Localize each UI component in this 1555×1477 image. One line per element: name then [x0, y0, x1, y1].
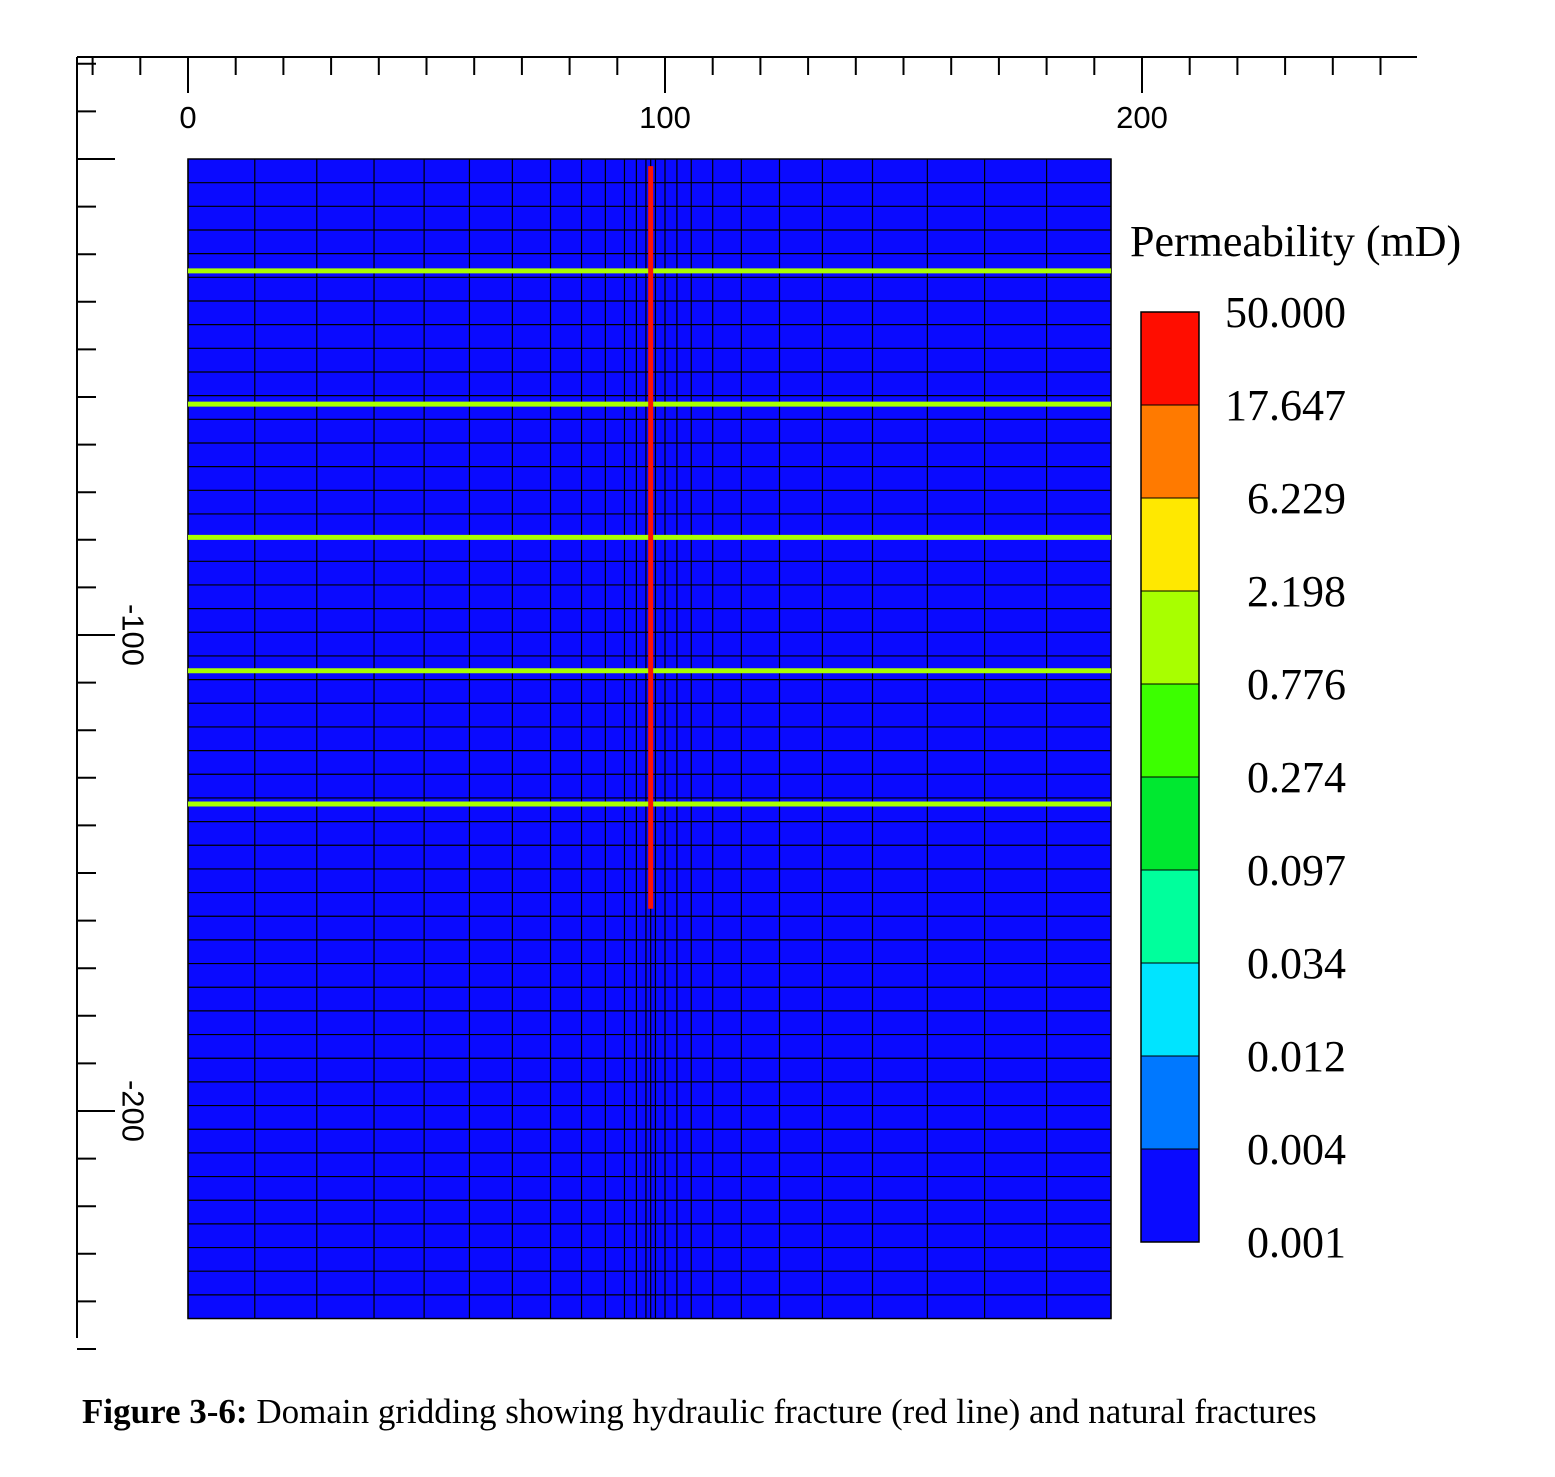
- legend-value-label: 17.647: [1225, 381, 1346, 430]
- caption-label: Figure 3-6:: [82, 1392, 248, 1431]
- permeability-grid-figure: 0 100 200 -100 -200 Permeability (mD) 50.000…: [76, 56, 1461, 1350]
- y-tick-label: -200: [116, 1080, 151, 1142]
- legend-swatch: [1140, 1055, 1200, 1150]
- legend-value-label: 0.034: [1247, 939, 1346, 988]
- legend-swatch: [1140, 869, 1200, 964]
- axes: 0 100 200 -100 -200: [76, 56, 1417, 1350]
- legend-swatch: [1140, 962, 1200, 1057]
- legend-value-label: 0.097: [1247, 846, 1346, 895]
- legend-swatch: [1140, 1148, 1200, 1243]
- y-tick-label: -100: [116, 604, 151, 666]
- legend-value-label: 0.274: [1247, 753, 1346, 802]
- legend-value-label: 2.198: [1247, 567, 1346, 616]
- legend-value-label: 0.004: [1247, 1125, 1346, 1174]
- x-tick-label: 200: [1116, 100, 1168, 135]
- legend-value-label: 50.000: [1225, 288, 1346, 337]
- legend-value-label: 0.776: [1247, 660, 1346, 709]
- legend-colorbar: [1140, 311, 1200, 1243]
- legend-title: Permeability (mD): [1130, 217, 1461, 266]
- legend-labels: 50.000 17.647 6.229 2.198 0.776 0.274 0.097 0.0…: [1225, 288, 1346, 1267]
- fractures: [188, 166, 1111, 909]
- permeability-legend: Permeability (mD) 50.000 17.647 6.229 2.198…: [1130, 217, 1461, 1267]
- legend-value-label: 0.001: [1247, 1218, 1346, 1267]
- x-tick-label: 0: [179, 100, 196, 135]
- legend-swatch: [1140, 683, 1200, 778]
- legend-swatch: [1140, 497, 1200, 592]
- legend-swatch: [1140, 590, 1200, 685]
- legend-swatch: [1140, 311, 1200, 406]
- figure-caption: Figure 3-6: Domain gridding showing hydr…: [82, 1392, 1317, 1432]
- legend-swatch: [1140, 404, 1200, 499]
- legend-colorbar-frame: [1140, 311, 1200, 1243]
- legend-swatch: [1140, 776, 1200, 871]
- legend-value-label: 0.012: [1247, 1032, 1346, 1081]
- x-tick-label: 100: [639, 100, 691, 135]
- legend-value-label: 6.229: [1247, 474, 1346, 523]
- caption-text: Domain gridding showing hydraulic fractu…: [247, 1392, 1317, 1431]
